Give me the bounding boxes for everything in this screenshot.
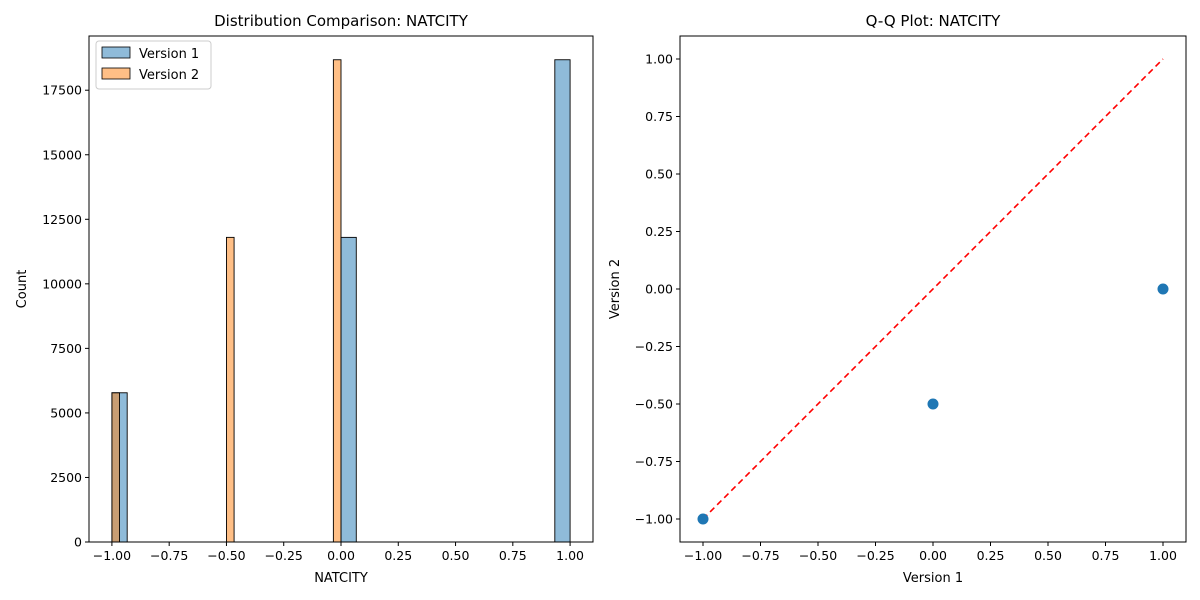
qq-reference-line (702, 58, 1164, 520)
qq-x-tick-label: 1.00 (1149, 548, 1177, 563)
qq-point-3 (1157, 283, 1169, 295)
histogram-y-tick-label: 5000 (50, 405, 82, 420)
histogram-axes-frame (88, 35, 594, 543)
histogram-x-tick-label: −0.50 (207, 548, 245, 563)
histogram-x-tick-label: 0.50 (442, 548, 470, 563)
histogram-bar-series-2-bin-3 (332, 59, 342, 543)
histogram-bar-series-1-bin-3 (554, 59, 571, 543)
qq-y-tick-label: −0.25 (635, 339, 673, 354)
qq-x-tick-label: 0.00 (919, 548, 947, 563)
histogram-y-tick-label: 0 (74, 535, 82, 550)
histogram-x-tick-label: 0.00 (327, 548, 355, 563)
qq-y-tick-label: 0.75 (645, 109, 673, 124)
histogram-x-tick-label: −0.75 (150, 548, 188, 563)
legend-label-version-1: Version 1 (139, 47, 199, 62)
qq-x-tick-label: −1.00 (684, 548, 722, 563)
qq-x-tick-label: 0.75 (1092, 548, 1120, 563)
histogram-x-tick-label: 0.75 (499, 548, 527, 563)
qq-y-tick-label: 0.25 (645, 224, 673, 239)
qq-point-1 (697, 513, 709, 525)
qq-y-tick-label: −0.75 (635, 454, 673, 469)
legend-label-version-2: Version 2 (139, 68, 199, 83)
qq-title: Q-Q Plot: NATCITY (866, 12, 1002, 30)
histogram-panel: Distribution Comparison: NATCITY −1.00 −0… (15, 12, 594, 586)
qq-x-ticks: −1.00 −0.75 −0.50 −0.25 0.00 0.25 0.50 0.75 1.00 (684, 542, 1177, 563)
histogram-bar-series-2-bin-2 (226, 236, 235, 543)
qq-x-tick-label: −0.25 (856, 548, 894, 563)
histogram-y-tick-label: 15000 (42, 147, 82, 162)
qq-y-tick-label: −0.50 (635, 397, 673, 412)
histogram-y-tick-label: 17500 (42, 83, 82, 98)
histogram-y-tick-label: 12500 (42, 212, 82, 227)
qq-axes-frame (679, 35, 1187, 543)
qq-y-tick-label: 0.00 (645, 282, 673, 297)
qq-x-tick-label: −0.50 (799, 548, 837, 563)
qq-y-tick-label: −1.00 (635, 512, 673, 527)
qq-plot-panel: Q-Q Plot: NATCITY −1.00 −0.75 −0.50 −0.25 0.… (608, 12, 1187, 586)
histogram-x-axis-label: NATCITY (314, 571, 368, 586)
histogram-x-tick-label: −0.25 (265, 548, 303, 563)
qq-x-axis-label: Version 1 (903, 571, 963, 586)
histogram-x-tick-label: 0.25 (384, 548, 412, 563)
histogram-legend: Version 1 Version 2 (95, 40, 212, 90)
histogram-y-ticks: 0 2500 5000 7500 10000 12500 15000 17500 (42, 83, 89, 550)
qq-y-tick-label: 1.00 (645, 52, 673, 67)
histogram-y-tick-label: 2500 (50, 470, 82, 485)
qq-points (697, 283, 1169, 525)
histogram-x-ticks: −1.00 −0.75 −0.50 −0.25 0.00 0.25 0.50 0.75 1.00 (93, 542, 584, 563)
histogram-x-tick-label: −1.00 (93, 548, 131, 563)
qq-y-ticks: −1.00 −0.75 −0.50 −0.25 0.00 0.25 0.50 0.75 1.00 (635, 52, 680, 527)
qq-y-tick-label: 0.50 (645, 167, 673, 182)
histogram-bar-series-1-bin-2 (340, 236, 357, 543)
histogram-title: Distribution Comparison: NATCITY (214, 12, 469, 30)
qq-point-2 (927, 398, 939, 410)
histogram-y-tick-label: 10000 (42, 276, 82, 291)
histogram-x-tick-label: 1.00 (556, 548, 584, 563)
qq-x-tick-label: 0.25 (977, 548, 1005, 563)
histogram-y-tick-label: 7500 (50, 341, 82, 356)
histogram-y-axis-label: Count (15, 270, 30, 309)
histogram-bar-series-2-bin-1 (111, 392, 120, 543)
legend-swatch-version-2 (101, 67, 131, 80)
legend-swatch-version-1 (101, 46, 131, 59)
qq-x-tick-label: 0.50 (1034, 548, 1062, 563)
qq-y-axis-label: Version 2 (608, 259, 623, 319)
qq-x-tick-label: −0.75 (741, 548, 779, 563)
